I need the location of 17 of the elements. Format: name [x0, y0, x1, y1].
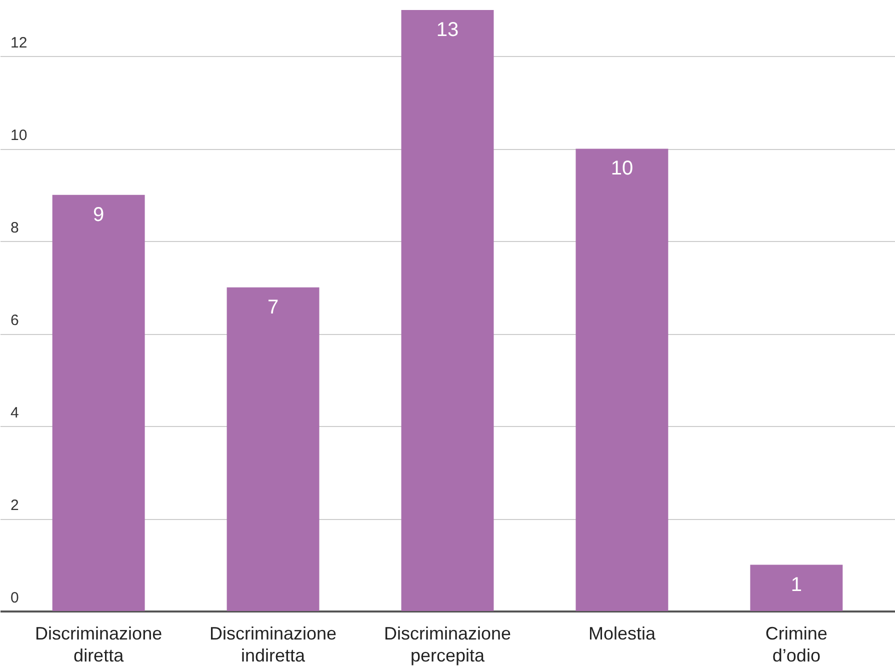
x-tick-label: Crimine d’odio	[765, 624, 828, 666]
x-tick-label: Discriminazione diretta	[35, 624, 162, 666]
data-label: 10	[610, 158, 634, 180]
x-tick-label: Discriminazione percepita	[384, 624, 512, 666]
data-label: 1	[790, 574, 802, 596]
y-tick-label: 4	[10, 404, 19, 422]
y-tick-label: 2	[10, 497, 19, 514]
y-tick-label: 0	[10, 590, 19, 606]
data-label: 9	[93, 204, 104, 226]
data-label: 7	[267, 296, 279, 318]
x-tick-label: Discriminazione indiretta	[210, 624, 337, 666]
y-tick-label: 12	[10, 34, 28, 52]
y-tick-label: 8	[10, 220, 19, 237]
data-label: 13	[436, 19, 459, 41]
x-tick-label: Molestia	[588, 624, 656, 644]
y-tick-label: 10	[10, 127, 28, 144]
y-tick-label: 6	[10, 312, 19, 330]
